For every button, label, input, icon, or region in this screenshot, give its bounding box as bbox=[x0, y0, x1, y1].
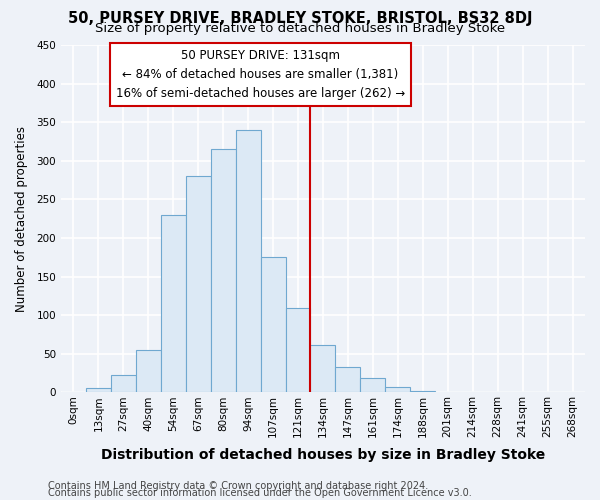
Bar bbox=[86, 388, 111, 392]
Bar bbox=[310, 344, 335, 393]
Text: 50, PURSEY DRIVE, BRADLEY STOKE, BRISTOL, BS32 8DJ: 50, PURSEY DRIVE, BRADLEY STOKE, BRISTOL… bbox=[68, 11, 532, 26]
Bar bbox=[186, 176, 211, 392]
Text: Size of property relative to detached houses in Bradley Stoke: Size of property relative to detached ho… bbox=[95, 22, 505, 35]
Bar bbox=[236, 130, 260, 392]
Bar bbox=[361, 378, 385, 392]
Bar bbox=[111, 376, 136, 392]
Text: Contains public sector information licensed under the Open Government Licence v3: Contains public sector information licen… bbox=[48, 488, 472, 498]
Text: 50 PURSEY DRIVE: 131sqm
← 84% of detached houses are smaller (1,381)
16% of semi: 50 PURSEY DRIVE: 131sqm ← 84% of detache… bbox=[116, 49, 405, 100]
Bar bbox=[410, 391, 435, 392]
Bar bbox=[385, 387, 410, 392]
Text: Contains HM Land Registry data © Crown copyright and database right 2024.: Contains HM Land Registry data © Crown c… bbox=[48, 481, 428, 491]
Y-axis label: Number of detached properties: Number of detached properties bbox=[15, 126, 28, 312]
Bar bbox=[335, 367, 361, 392]
Bar bbox=[260, 258, 286, 392]
Bar bbox=[161, 215, 186, 392]
X-axis label: Distribution of detached houses by size in Bradley Stoke: Distribution of detached houses by size … bbox=[101, 448, 545, 462]
Bar bbox=[136, 350, 161, 393]
Bar bbox=[211, 149, 236, 392]
Bar bbox=[286, 308, 310, 392]
